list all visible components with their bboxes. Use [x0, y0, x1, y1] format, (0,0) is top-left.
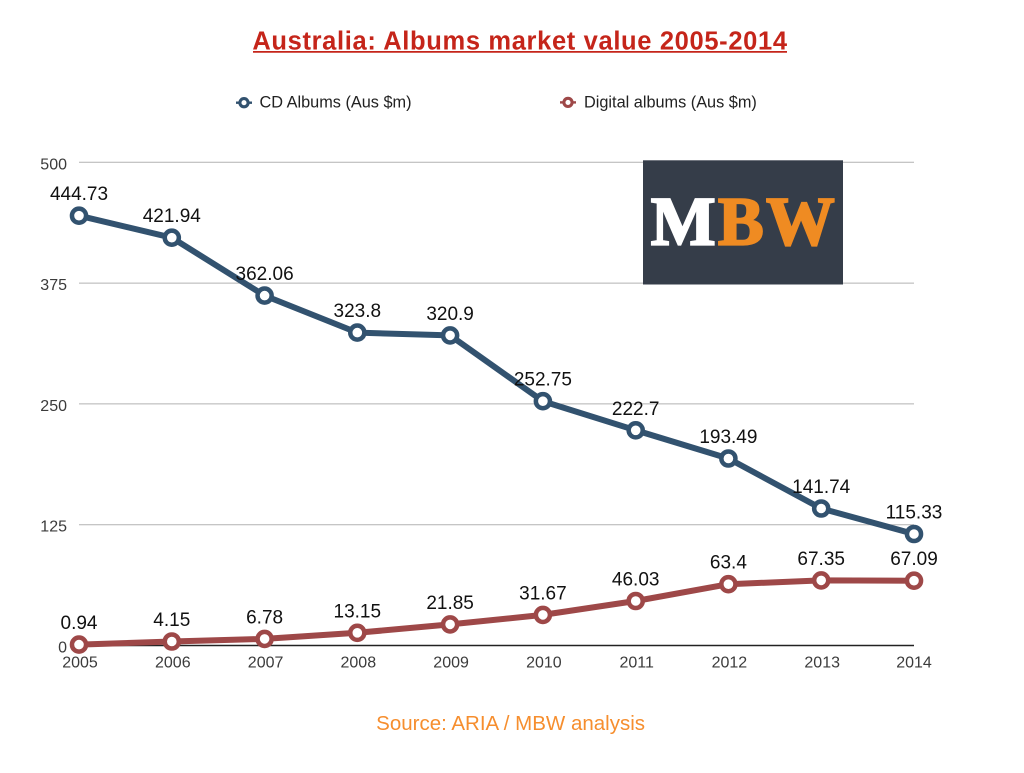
svg-text:2013: 2013	[804, 654, 840, 671]
svg-text:0: 0	[58, 640, 67, 657]
svg-text:252.75: 252.75	[514, 370, 572, 391]
svg-text:Australia: Albums market value: Australia: Albums market value 2005-2014	[252, 27, 787, 55]
svg-text:115.33: 115.33	[886, 503, 943, 524]
svg-text:67.35: 67.35	[797, 549, 845, 570]
svg-text:21.85: 21.85	[426, 593, 474, 614]
svg-text:362.06: 362.06	[236, 264, 294, 285]
svg-text:2006: 2006	[155, 654, 191, 671]
svg-text:193.49: 193.49	[699, 427, 757, 448]
svg-text:250: 250	[40, 398, 67, 415]
svg-text:125: 125	[40, 519, 67, 536]
svg-text:2010: 2010	[526, 654, 562, 671]
svg-text:500: 500	[40, 156, 67, 173]
svg-text:67.09: 67.09	[890, 549, 938, 570]
svg-text:Source: ARIA / MBW analysis: Source: ARIA / MBW analysis	[376, 712, 645, 735]
svg-text:13.15: 13.15	[334, 601, 382, 622]
svg-text:0.94: 0.94	[61, 613, 98, 634]
svg-text:421.94: 421.94	[143, 206, 202, 227]
svg-text:Digital albums (Aus $m): Digital albums (Aus $m)	[584, 94, 757, 112]
svg-text:31.67: 31.67	[519, 583, 567, 604]
svg-text:2008: 2008	[341, 654, 377, 671]
svg-text:2009: 2009	[433, 654, 469, 671]
svg-text:2012: 2012	[712, 654, 748, 671]
svg-text:6.78: 6.78	[246, 607, 283, 628]
svg-text:63.4: 63.4	[710, 553, 747, 574]
svg-text:323.8: 323.8	[334, 301, 382, 322]
svg-text:4.15: 4.15	[153, 610, 190, 631]
svg-text:444.73: 444.73	[50, 184, 108, 205]
svg-text:CD Albums (Aus $m): CD Albums (Aus $m)	[260, 94, 412, 112]
svg-text:2011: 2011	[619, 654, 654, 671]
svg-text:2005: 2005	[62, 654, 98, 671]
svg-text:320.9: 320.9	[426, 304, 474, 325]
svg-text:46.03: 46.03	[612, 570, 660, 591]
svg-text:141.74: 141.74	[792, 477, 851, 498]
svg-text:2007: 2007	[248, 654, 284, 671]
svg-text:222.7: 222.7	[612, 399, 660, 420]
svg-text:375: 375	[40, 277, 67, 294]
svg-text:2014: 2014	[896, 654, 932, 671]
svg-text:MBW: MBW	[651, 184, 837, 260]
